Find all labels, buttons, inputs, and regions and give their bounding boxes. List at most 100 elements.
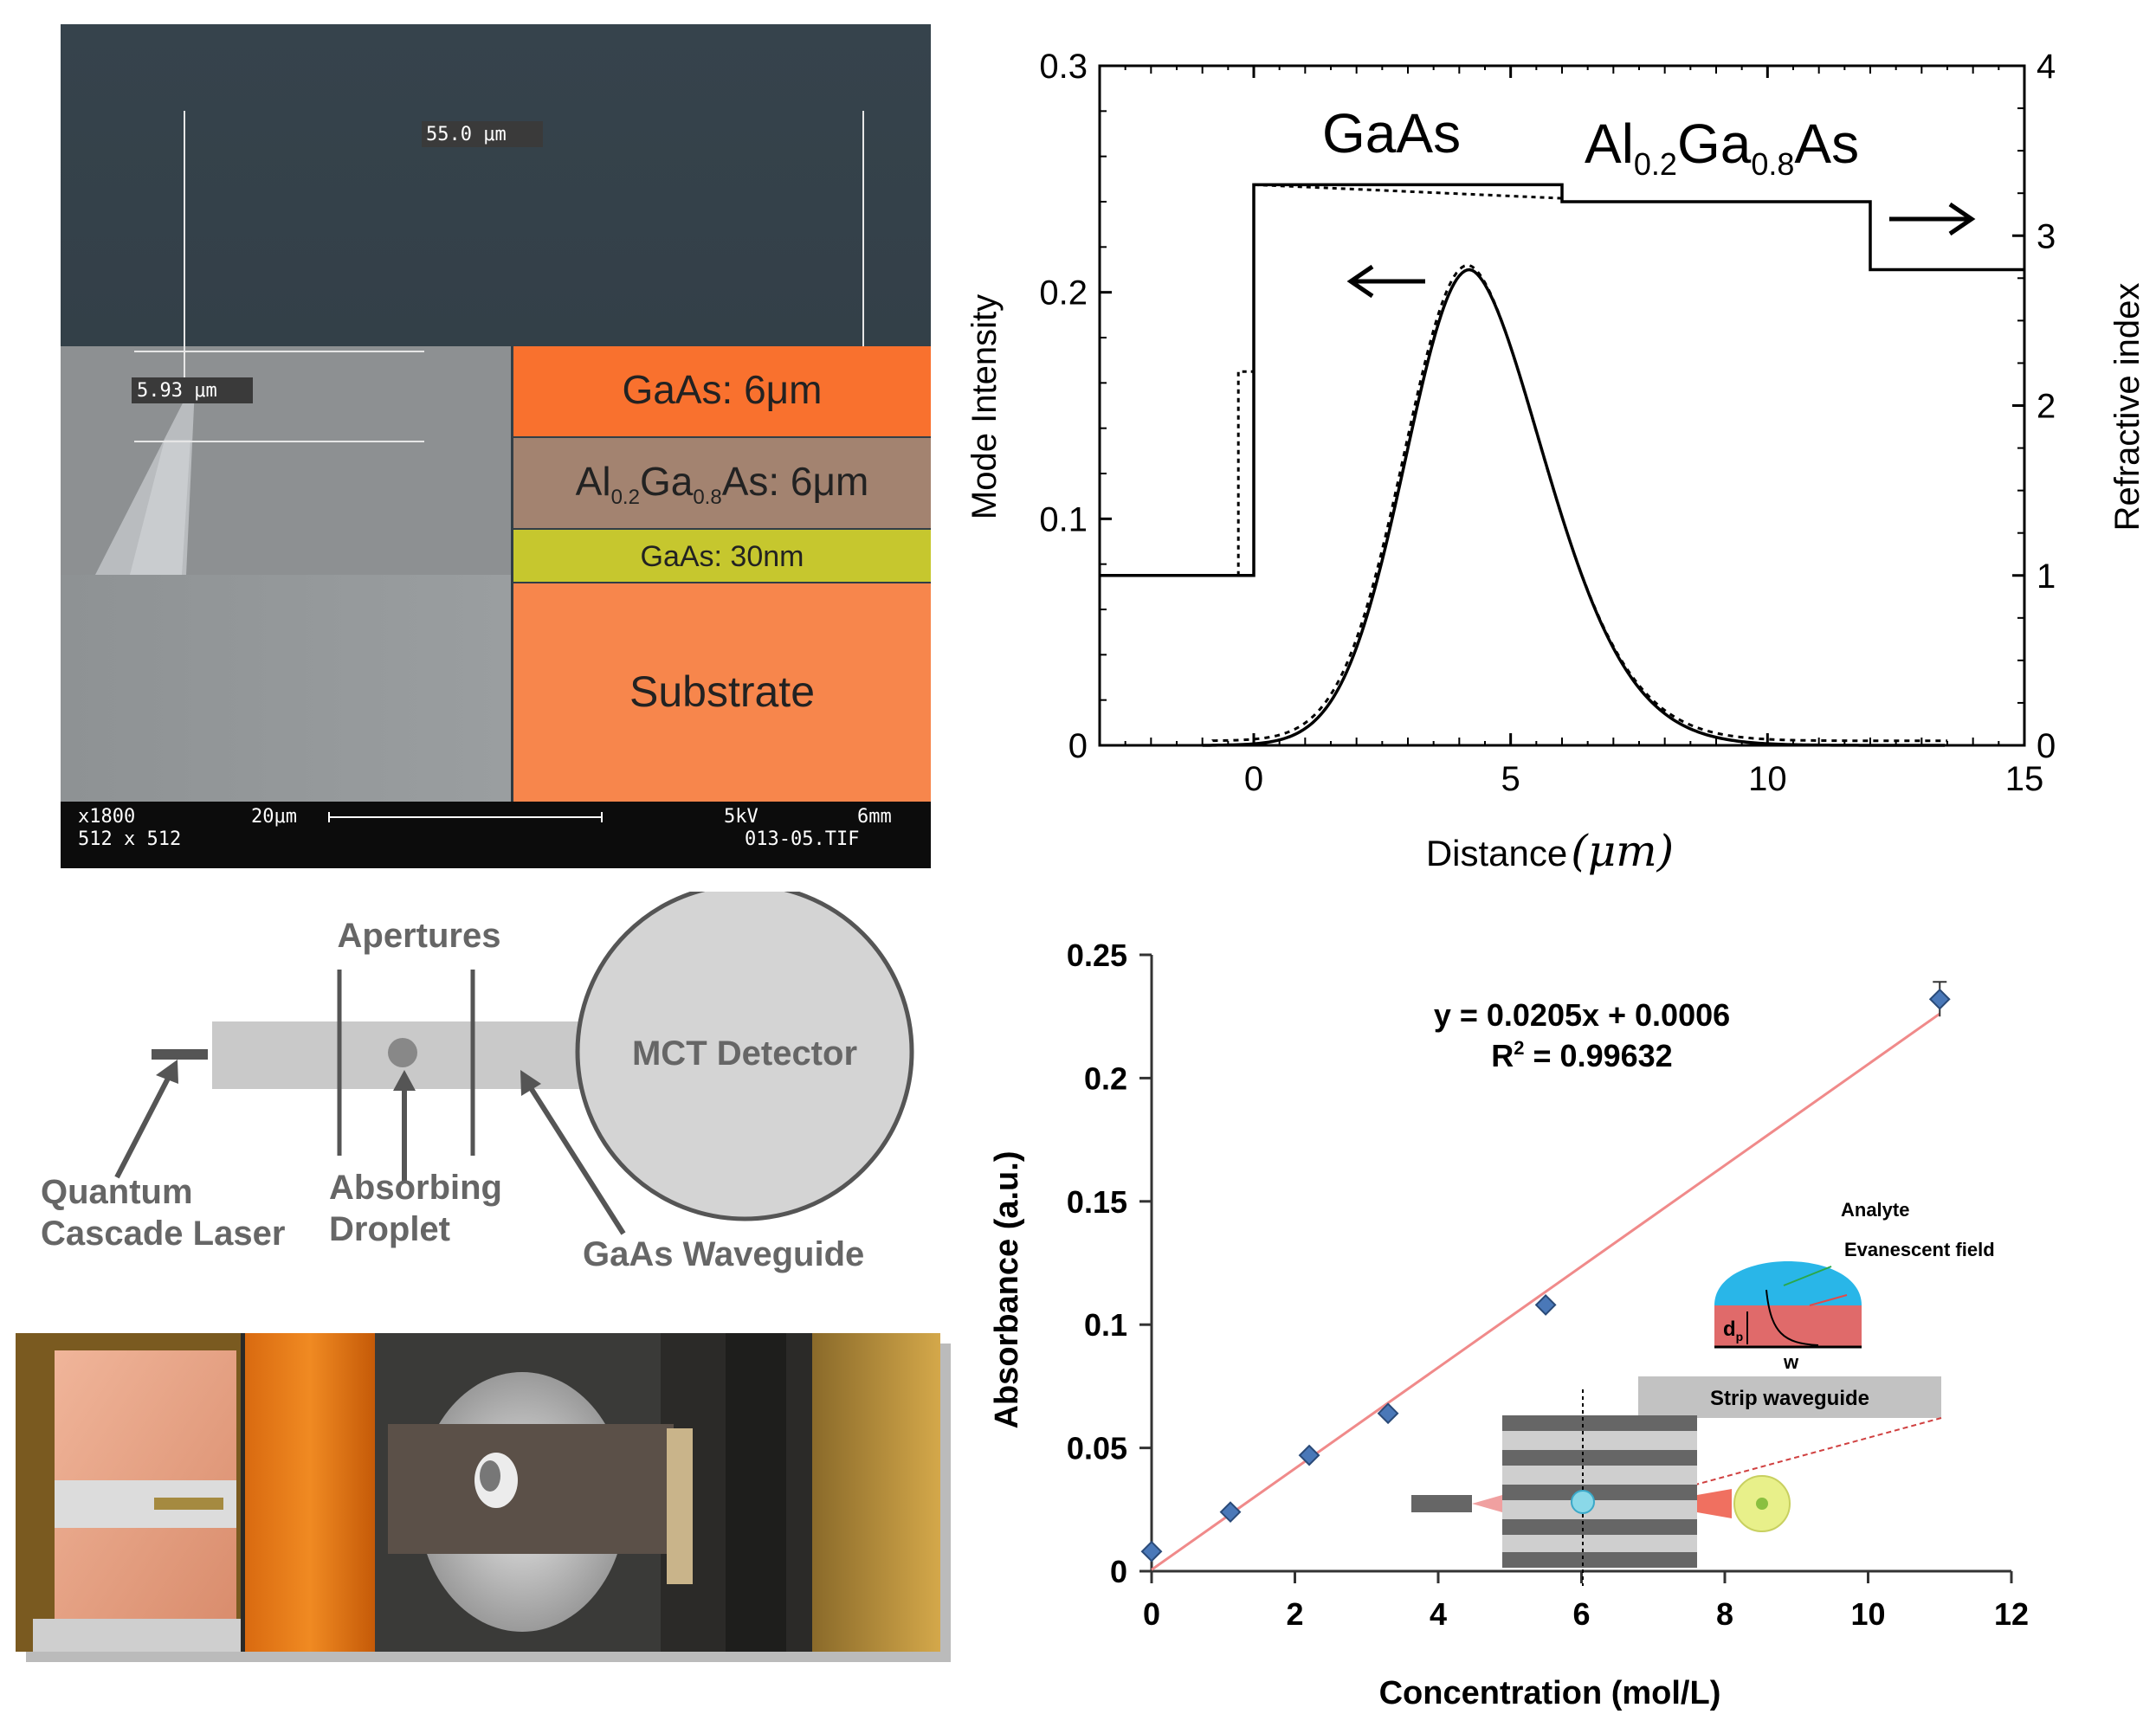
inset-w-label: w — [1783, 1351, 1799, 1373]
inset-evanescent-label: Evanescent field — [1844, 1239, 1995, 1260]
absorbance-equation: y = 0.0205x + 0.0006 — [1434, 997, 1730, 1033]
mode-xtick-label: 10 — [1748, 760, 1787, 798]
layer-gaas-30nm-label: GaAs: 30nm — [641, 540, 804, 573]
abs-data-point — [1377, 1402, 1399, 1425]
inset-beam-out — [1697, 1489, 1732, 1518]
sem-footer-mag: x1800 — [78, 806, 135, 828]
abs-xtick-label: 8 — [1716, 1596, 1733, 1632]
mode-xtick-label: 0 — [1244, 760, 1263, 798]
abs-ytick-label: 0.25 — [1067, 938, 1127, 973]
mode-ytick-right-label: 2 — [2037, 388, 2056, 426]
layer-gaas-30nm — [513, 530, 931, 582]
mode-xlabel: Distance(μm) — [1426, 826, 1674, 876]
absorbing-droplet — [388, 1038, 417, 1067]
abs-data-point — [1298, 1444, 1320, 1466]
layer-algaas-label: Al0.2Ga0.8As: 6μm — [576, 459, 869, 509]
absorbance-points — [1140, 981, 1951, 1563]
mode-intensity-curve-dotted — [1204, 263, 1948, 747]
layer-substrate — [513, 583, 931, 802]
inset-strip-label: Strip waveguide — [1710, 1387, 1869, 1410]
abs-ytick-label: 0.2 — [1084, 1060, 1127, 1096]
waveguide-inset: dp w Strip waveguide Analyte Evanescent … — [1411, 1199, 1995, 1586]
mode-chart-panel: 0 5 10 15 0 0.1 0.2 0.3 0 1 2 3 4 GaAs Al0.2Ga0.8As … — [944, 24, 2156, 899]
droplet-arrow — [393, 1070, 416, 1182]
absorbance-fit-line — [1151, 1012, 1941, 1571]
setup-panel: MCT Detector Apertures Quantum Cascade L… — [26, 882, 944, 1298]
sem-footer-scale: 20μm — [251, 806, 297, 828]
inset-laser — [1411, 1495, 1472, 1512]
photo-detector-housing — [726, 1333, 786, 1652]
abs-data-point — [1534, 1294, 1557, 1316]
mode-ytick-left-label: 0 — [1068, 727, 1088, 765]
sem-panel: 55.0 μm 5.93 μm x1800 20μm 512 x 512 5kV… — [61, 24, 931, 868]
region-label-algaas: Al0.2Ga0.8As — [1585, 113, 1859, 182]
sem-measure-side: 5.93 μm — [137, 380, 217, 402]
photo-droplet-shade — [480, 1460, 500, 1492]
qcl-label-line2: Cascade Laser — [41, 1215, 285, 1253]
abs-ytick-label: 0 — [1110, 1554, 1127, 1589]
inset-analyte-label: Analyte — [1841, 1199, 1909, 1221]
mode-xtick-label: 5 — [1501, 760, 1520, 798]
mode-ytick-right-label: 4 — [2037, 48, 2056, 86]
mode-ytick-left-label: 0.1 — [1039, 500, 1088, 538]
inset-strip-waveguide — [1638, 1376, 1941, 1418]
photo-waveguide-bar — [388, 1424, 674, 1554]
sem-footer — [61, 802, 931, 868]
abs-xtick-label: 6 — [1572, 1596, 1590, 1632]
absorbance-chart-axes: 0 2 4 6 8 10 12 0 0.05 0.1 0.15 0.2 0.25 — [1067, 938, 2029, 1632]
inset-decay-curve — [1765, 1289, 1819, 1346]
mode-ytick-right-label: 3 — [2037, 217, 2056, 255]
sem-footer-file: 013-05.TIF — [745, 828, 859, 850]
absorbance-r2: R2 = 0.99632 — [1491, 1037, 1672, 1073]
abs-xtick-label: 0 — [1143, 1596, 1160, 1632]
droplet-label-line1: Absorbing — [329, 1169, 502, 1207]
qcl-arrow — [114, 1060, 178, 1179]
sem-measure-top: 55.0 μm — [426, 124, 507, 145]
sem-image: 55.0 μm 5.93 μm x1800 20μm 512 x 512 5kV… — [61, 24, 931, 868]
abs-data-point — [1219, 1501, 1242, 1524]
setup-photo — [16, 1333, 951, 1662]
mode-plot-frame — [1098, 64, 2026, 747]
qcl-laser — [152, 1049, 208, 1060]
absorbance-chart: 0 2 4 6 8 10 12 0 0.05 0.1 0.15 0.2 0.25 y = 0.0205x… — [989, 938, 2029, 1711]
photo-base-plate — [33, 1619, 241, 1652]
absorbance-ylabel: Absorbance (a.u.) — [989, 1151, 1025, 1429]
mode-intensity-curve — [1202, 267, 1946, 747]
setup-schematic: MCT Detector Apertures Quantum Cascade L… — [41, 882, 914, 1273]
waveguide-arrow — [520, 1070, 626, 1235]
layer-gaas-6um-label: GaAs: 6μm — [622, 367, 822, 412]
abs-data-point — [1928, 988, 1951, 1010]
refractive-index-profile — [1100, 183, 2024, 577]
abs-xtick-label: 10 — [1850, 1596, 1885, 1632]
apertures-label: Apertures — [338, 917, 501, 955]
setup-photo-panel — [16, 1333, 951, 1662]
refractive-index-dotted-step — [1236, 183, 1563, 576]
inset-dp-label: dp — [1723, 1318, 1743, 1344]
abs-ytick-label: 0.05 — [1067, 1431, 1127, 1466]
layer-algaas-6um — [513, 438, 931, 528]
arrow-left-indicator — [1346, 264, 1425, 299]
arrow-right-indicator — [1889, 202, 1976, 236]
sem-footer-wd: 6mm — [857, 806, 892, 828]
qcl-label-line1: Quantum — [41, 1173, 193, 1211]
region-label-gaas: GaAs — [1322, 102, 1461, 164]
mode-ylabel-right: Refractive index — [2108, 283, 2146, 532]
layer-substrate-label: Substrate — [629, 667, 815, 716]
mode-ytick-left-label: 0.3 — [1039, 48, 1088, 86]
abs-xtick-label: 12 — [1994, 1596, 2029, 1632]
photo-gold-frame-right — [812, 1333, 940, 1652]
mode-ylabel-left: Mode Intensity — [965, 294, 1004, 519]
sem-cleaved-shadow — [130, 440, 190, 575]
mode-ytick-right-label: 0 — [2037, 727, 2056, 765]
photo-tab — [667, 1428, 693, 1584]
absorbance-chart-panel: 0 2 4 6 8 10 12 0 0.05 0.1 0.15 0.2 0.25 y = 0.0205x… — [961, 918, 2156, 1723]
sem-footer-res: 512 x 512 — [78, 828, 181, 850]
mode-xtick-label: 15 — [2005, 760, 2044, 798]
mode-ytick-left-label: 0.2 — [1039, 274, 1088, 313]
photo-laser-chip — [154, 1498, 223, 1510]
inset-evanescent-region — [1714, 1305, 1862, 1347]
waveguide-label: GaAs Waveguide — [583, 1235, 864, 1273]
sem-sample-bottom — [61, 575, 511, 826]
